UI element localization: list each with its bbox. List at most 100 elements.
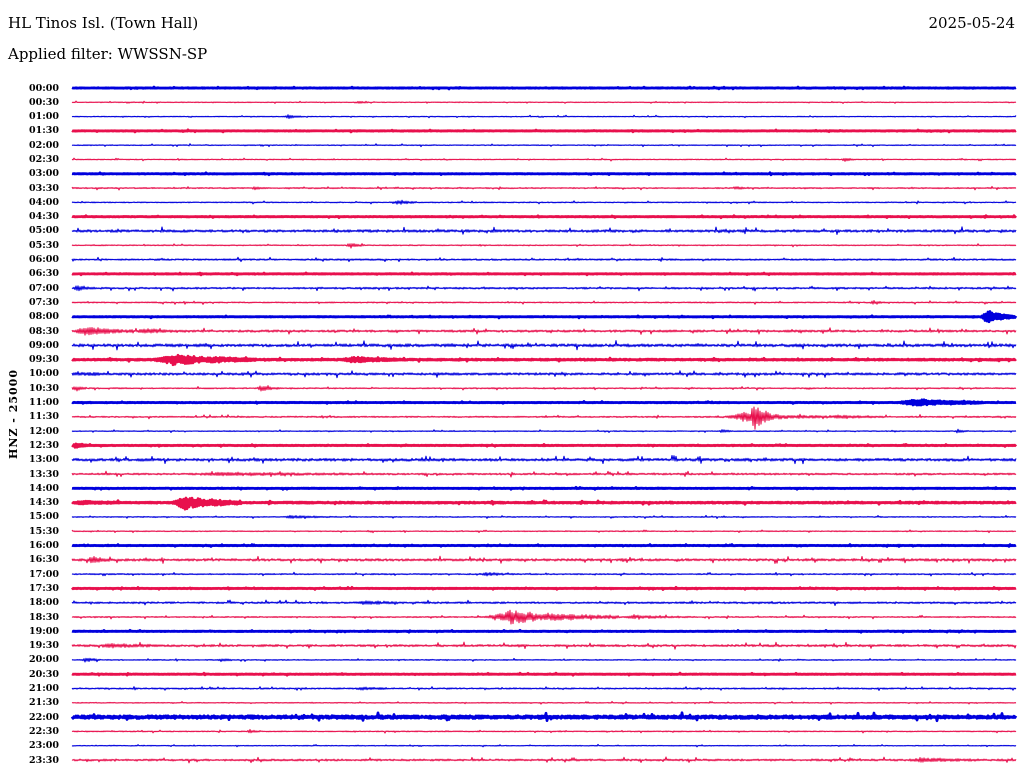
time-label-19:30: 19:30 — [29, 640, 59, 652]
trace-01:30 — [71, 128, 1017, 134]
time-label-07:00: 07:00 — [29, 282, 59, 294]
trace-06:30 — [71, 271, 1017, 277]
trace-09:00 — [71, 340, 1017, 351]
trace-17:30 — [71, 585, 1017, 591]
trace-21:30 — [71, 700, 1017, 705]
time-label-09:00: 09:00 — [29, 339, 59, 351]
trace-13:30 — [71, 470, 1017, 478]
time-label-22:30: 22:30 — [29, 725, 59, 737]
trace-00:30 — [71, 100, 1017, 104]
time-label-12:30: 12:30 — [29, 439, 59, 451]
trace-07:00 — [71, 285, 1017, 292]
time-label-00:30: 00:30 — [29, 96, 59, 108]
trace-12:30 — [71, 442, 1018, 449]
trace-05:00 — [71, 226, 1017, 235]
trace-03:30 — [71, 185, 1017, 191]
time-label-10:00: 10:00 — [29, 368, 59, 380]
trace-04:30 — [71, 214, 1017, 220]
time-label-20:00: 20:00 — [29, 654, 59, 666]
trace-15:00 — [71, 514, 1017, 520]
trace-08:30 — [71, 327, 1017, 336]
trace-19:00 — [71, 628, 1017, 634]
time-label-08:30: 08:30 — [29, 325, 59, 337]
trace-09:30 — [71, 353, 1017, 367]
time-label-18:00: 18:00 — [29, 597, 59, 609]
trace-00:00 — [71, 85, 1017, 91]
trace-17:00 — [71, 571, 1017, 577]
time-label-10:30: 10:30 — [29, 382, 59, 394]
trace-11:00 — [71, 398, 1017, 407]
time-label-23:30: 23:30 — [29, 754, 59, 766]
trace-16:00 — [71, 543, 1017, 548]
time-label-05:30: 05:30 — [29, 239, 59, 251]
trace-02:30 — [71, 157, 1017, 162]
trace-18:00 — [71, 599, 1017, 607]
time-label-12:00: 12:00 — [29, 425, 59, 437]
time-label-18:30: 18:30 — [29, 611, 59, 623]
trace-13:00 — [71, 454, 1017, 465]
trace-06:00 — [71, 256, 1017, 263]
trace-22:00 — [70, 711, 1018, 723]
trace-19:30 — [71, 641, 1017, 650]
trace-01:00 — [71, 114, 1017, 119]
trace-10:30 — [71, 385, 1017, 392]
trace-20:30 — [71, 671, 1017, 677]
time-label-06:00: 06:00 — [29, 254, 59, 266]
time-label-22:00: 22:00 — [29, 711, 59, 723]
trace-15:30 — [71, 529, 1017, 534]
time-label-02:30: 02:30 — [29, 153, 59, 165]
time-label-01:30: 01:30 — [29, 125, 59, 137]
time-label-21:30: 21:30 — [29, 697, 59, 709]
trace-03:00 — [71, 171, 1017, 177]
trace-21:00 — [71, 686, 1017, 691]
trace-05:30 — [71, 243, 1017, 249]
time-label-15:30: 15:30 — [29, 525, 59, 537]
time-label-06:30: 06:30 — [29, 268, 59, 280]
time-label-13:30: 13:30 — [29, 468, 59, 480]
time-label-11:30: 11:30 — [29, 411, 59, 423]
time-label-09:30: 09:30 — [29, 354, 59, 366]
trace-04:00 — [71, 199, 1017, 205]
time-label-11:00: 11:00 — [29, 397, 59, 409]
time-label-23:00: 23:00 — [29, 740, 59, 752]
trace-18:30 — [71, 609, 1017, 625]
time-label-03:00: 03:00 — [29, 168, 59, 180]
trace-10:00 — [71, 370, 1017, 379]
trace-02:00 — [71, 143, 1017, 148]
time-label-17:30: 17:30 — [29, 582, 59, 594]
trace-14:30 — [71, 496, 1017, 511]
station-title: HL Tinos Isl. (Town Hall) — [8, 14, 199, 32]
trace-16:30 — [71, 555, 1017, 564]
filter-label: Applied filter: WWSSN-SP — [8, 45, 208, 63]
time-label-04:00: 04:00 — [29, 196, 59, 208]
time-label-17:00: 17:00 — [29, 568, 59, 580]
time-label-14:00: 14:00 — [29, 482, 59, 494]
trace-14:00 — [71, 485, 1017, 491]
trace-11:30 — [71, 406, 1017, 430]
trace-23:00 — [71, 743, 1017, 748]
time-label-13:00: 13:00 — [29, 454, 59, 466]
trace-20:00 — [71, 657, 1017, 663]
time-label-14:30: 14:30 — [29, 497, 59, 509]
time-label-20:30: 20:30 — [29, 668, 59, 680]
trace-12:00 — [71, 428, 1017, 434]
time-label-21:00: 21:00 — [29, 683, 59, 695]
time-label-03:30: 03:30 — [29, 182, 59, 194]
trace-22:30 — [71, 728, 1017, 734]
trace-23:30 — [71, 756, 1017, 764]
time-label-15:00: 15:00 — [29, 511, 59, 523]
time-label-02:00: 02:00 — [29, 139, 59, 151]
time-label-16:30: 16:30 — [29, 554, 59, 566]
time-label-19:00: 19:00 — [29, 625, 59, 637]
time-label-07:30: 07:30 — [29, 296, 59, 308]
time-label-16:00: 16:00 — [29, 540, 59, 552]
time-label-08:00: 08:00 — [29, 311, 59, 323]
trace-07:30 — [71, 299, 1017, 305]
date-label: 2025-05-24 — [928, 14, 1015, 32]
time-label-05:00: 05:00 — [29, 225, 59, 237]
trace-08:00 — [71, 310, 1018, 324]
time-label-01:00: 01:00 — [29, 111, 59, 123]
time-label-04:30: 04:30 — [29, 211, 59, 223]
